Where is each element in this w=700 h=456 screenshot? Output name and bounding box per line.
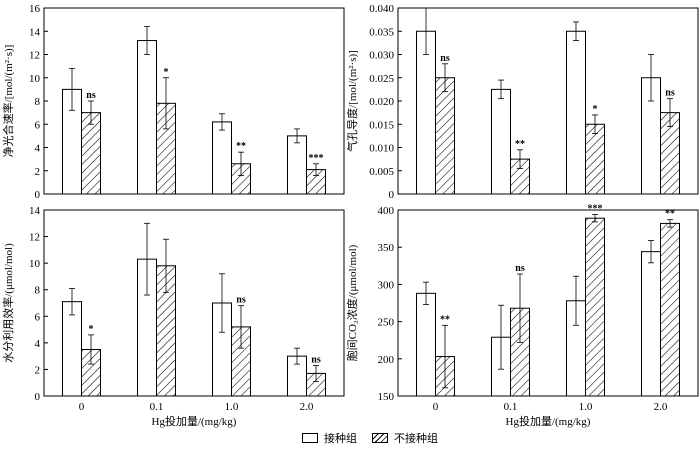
x-tick-label: 0.1 <box>150 401 164 413</box>
x-tick-label: 0.1 <box>504 401 518 413</box>
y-tick-label: 0.025 <box>369 73 394 85</box>
y-tick-label: 6 <box>35 119 41 131</box>
y-tick-label: 0.015 <box>369 119 394 131</box>
y-tick-label: 12 <box>29 50 40 62</box>
y-tick-label: 400 <box>378 205 395 217</box>
y-tick-label: 250 <box>378 317 395 329</box>
legend-label-non-inoculated: 不接种组 <box>394 432 438 445</box>
y-tick-label: 16 <box>29 3 41 15</box>
y-tick-label: 14 <box>29 205 41 217</box>
significance-label: ns <box>665 88 675 99</box>
y-tick-label: 4 <box>35 143 41 155</box>
significance-label: ns <box>515 263 525 274</box>
significance-label: * <box>89 324 94 335</box>
x-tick-label: 1.0 <box>225 401 239 413</box>
water-use-efficiency-panel: 0 2 4 6 8 10 12 14 水分利用效率/(μmol/mol) 0 * 0.1 1.0 ns 2.… <box>1 205 345 428</box>
legend-label-inoculated: 接种组 <box>324 432 357 445</box>
significance-label: ns <box>311 354 321 365</box>
y-axis-label: 胞间CO₂浓度/(μmol/mol) <box>345 244 359 361</box>
non-inoculated-bar <box>660 222 680 397</box>
y-axis-label: 净光合速率/[mol/(m²·s)] <box>1 45 15 158</box>
stomatal-conductance-panel: 0 0.005 0.010 0.015 0.020 0.025 0.030 0.035 0.04… <box>345 3 699 201</box>
inoculated-bar <box>137 40 157 195</box>
y-tick-label: 0.040 <box>369 3 394 15</box>
intercellular-co2-plot-frame <box>397 209 699 397</box>
significance-label: ** <box>440 314 450 325</box>
inoculated-bar <box>416 30 436 195</box>
y-tick-label: 8 <box>35 96 41 108</box>
significance-label: ns <box>236 295 246 306</box>
non-inoculated-bar <box>435 77 455 195</box>
x-axis-label: Hg投加量/(mg/kg) <box>506 414 591 428</box>
significance-label: ns <box>86 90 96 101</box>
y-tick-label: 8 <box>35 285 41 297</box>
y-tick-label: 200 <box>378 354 395 366</box>
x-tick-label: 0 <box>433 401 439 413</box>
significance-label: ** <box>665 209 675 220</box>
x-axis-label: Hg投加量/(mg/kg) <box>152 414 237 428</box>
intercellular-co2-panel: 150 200 250 300 350 400 胞间CO₂浓度/(μmol/mol) 0 ** 0… <box>345 203 699 428</box>
significance-label: * <box>593 104 598 115</box>
non-inoculated-bar <box>81 112 101 195</box>
significance-label: ** <box>515 139 525 150</box>
y-tick-label: 4 <box>35 338 41 350</box>
x-tick-label: 1.0 <box>579 401 593 413</box>
non-inoculated-bar <box>585 123 605 195</box>
y-tick-label: 0.005 <box>369 166 394 178</box>
inoculated-bar <box>641 251 661 397</box>
non-inoculated-bar <box>585 217 605 397</box>
inoculated-bar <box>287 135 307 195</box>
y-tick-label: 0.010 <box>369 143 394 155</box>
y-tick-label: 0.030 <box>369 50 394 62</box>
significance-label: ** <box>236 141 246 152</box>
y-tick-label: 2 <box>35 166 41 178</box>
inoculated-bar <box>566 30 586 195</box>
inoculated-bar <box>62 301 82 397</box>
legend-swatch-non-inoculated <box>372 433 388 443</box>
y-tick-label: 10 <box>29 73 41 85</box>
x-tick-label: 2.0 <box>300 401 314 413</box>
y-tick-label: 12 <box>29 232 40 244</box>
y-tick-label: 0 <box>389 189 395 201</box>
water-use-efficiency-plot-frame <box>43 209 345 397</box>
significance-label: *** <box>309 153 324 164</box>
legend-swatch-inoculated <box>302 433 318 443</box>
y-tick-label: 6 <box>35 311 41 323</box>
x-tick-label: 2.0 <box>654 401 668 413</box>
y-tick-label: 0.020 <box>369 96 394 108</box>
y-tick-label: 0.035 <box>369 26 394 38</box>
significance-label: ns <box>440 53 450 64</box>
legend: 接种组 不接种组 <box>0 428 700 448</box>
significance-label: * <box>164 67 169 78</box>
y-tick-label: 0 <box>35 391 41 403</box>
y-tick-label: 150 <box>378 391 395 403</box>
legend-item-non-inoculated: 不接种组 <box>372 428 438 448</box>
inoculated-bar <box>416 292 436 397</box>
y-tick-label: 0 <box>35 189 41 201</box>
y-tick-label: 2 <box>35 364 41 376</box>
inoculated-bar <box>212 121 232 195</box>
significance-label: *** <box>588 203 603 214</box>
y-axis-label: 气孔导度/[mol/(m²·s)] <box>345 50 359 152</box>
y-axis-label: 水分利用效率/(μmol/mol) <box>1 243 15 363</box>
legend-item-inoculated: 接种组 <box>302 428 357 448</box>
y-tick-label: 14 <box>29 26 41 38</box>
y-tick-label: 300 <box>378 279 395 291</box>
y-tick-label: 10 <box>29 258 41 270</box>
y-tick-label: 350 <box>378 242 395 254</box>
inoculated-bar <box>491 88 511 195</box>
x-tick-label: 0 <box>79 401 85 413</box>
